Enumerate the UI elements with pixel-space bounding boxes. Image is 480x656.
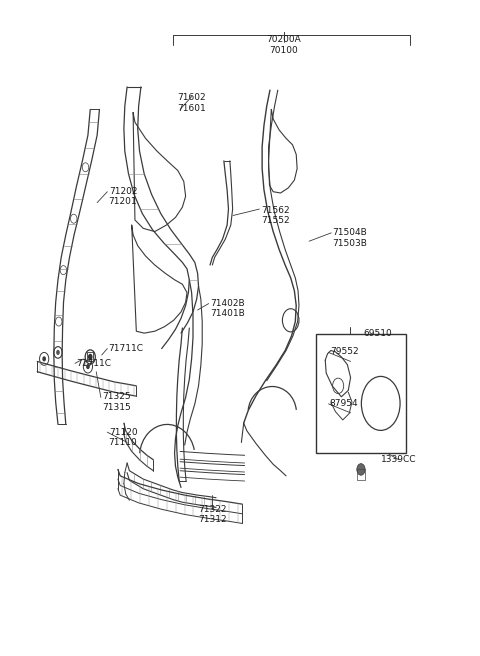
Bar (316, 335, 406, 453)
Circle shape (357, 464, 365, 475)
Text: 71711C: 71711C (76, 359, 111, 368)
Bar (357, 470, 365, 480)
Text: 70200A
70100: 70200A 70100 (266, 35, 301, 55)
Circle shape (86, 364, 90, 369)
Text: 79552: 79552 (330, 347, 359, 356)
Text: 69510: 69510 (364, 329, 393, 338)
Text: 71120
71110: 71120 71110 (108, 428, 137, 447)
Text: 71562
71552: 71562 71552 (261, 206, 289, 225)
Circle shape (56, 350, 60, 355)
Text: 71602
71601: 71602 71601 (177, 93, 206, 113)
Circle shape (88, 354, 93, 360)
Text: 71322
71312: 71322 71312 (198, 505, 227, 524)
Text: 71711C: 71711C (108, 344, 144, 353)
Text: 71402B
71401B: 71402B 71401B (210, 299, 245, 318)
Text: 71202
71201: 71202 71201 (108, 186, 137, 206)
Bar (87, 352, 94, 361)
Circle shape (42, 356, 46, 361)
Text: 71504B
71503B: 71504B 71503B (332, 228, 367, 248)
Text: 71325
71315: 71325 71315 (102, 392, 131, 412)
Text: 87954: 87954 (330, 399, 359, 408)
Text: 1339CC: 1339CC (381, 455, 417, 464)
